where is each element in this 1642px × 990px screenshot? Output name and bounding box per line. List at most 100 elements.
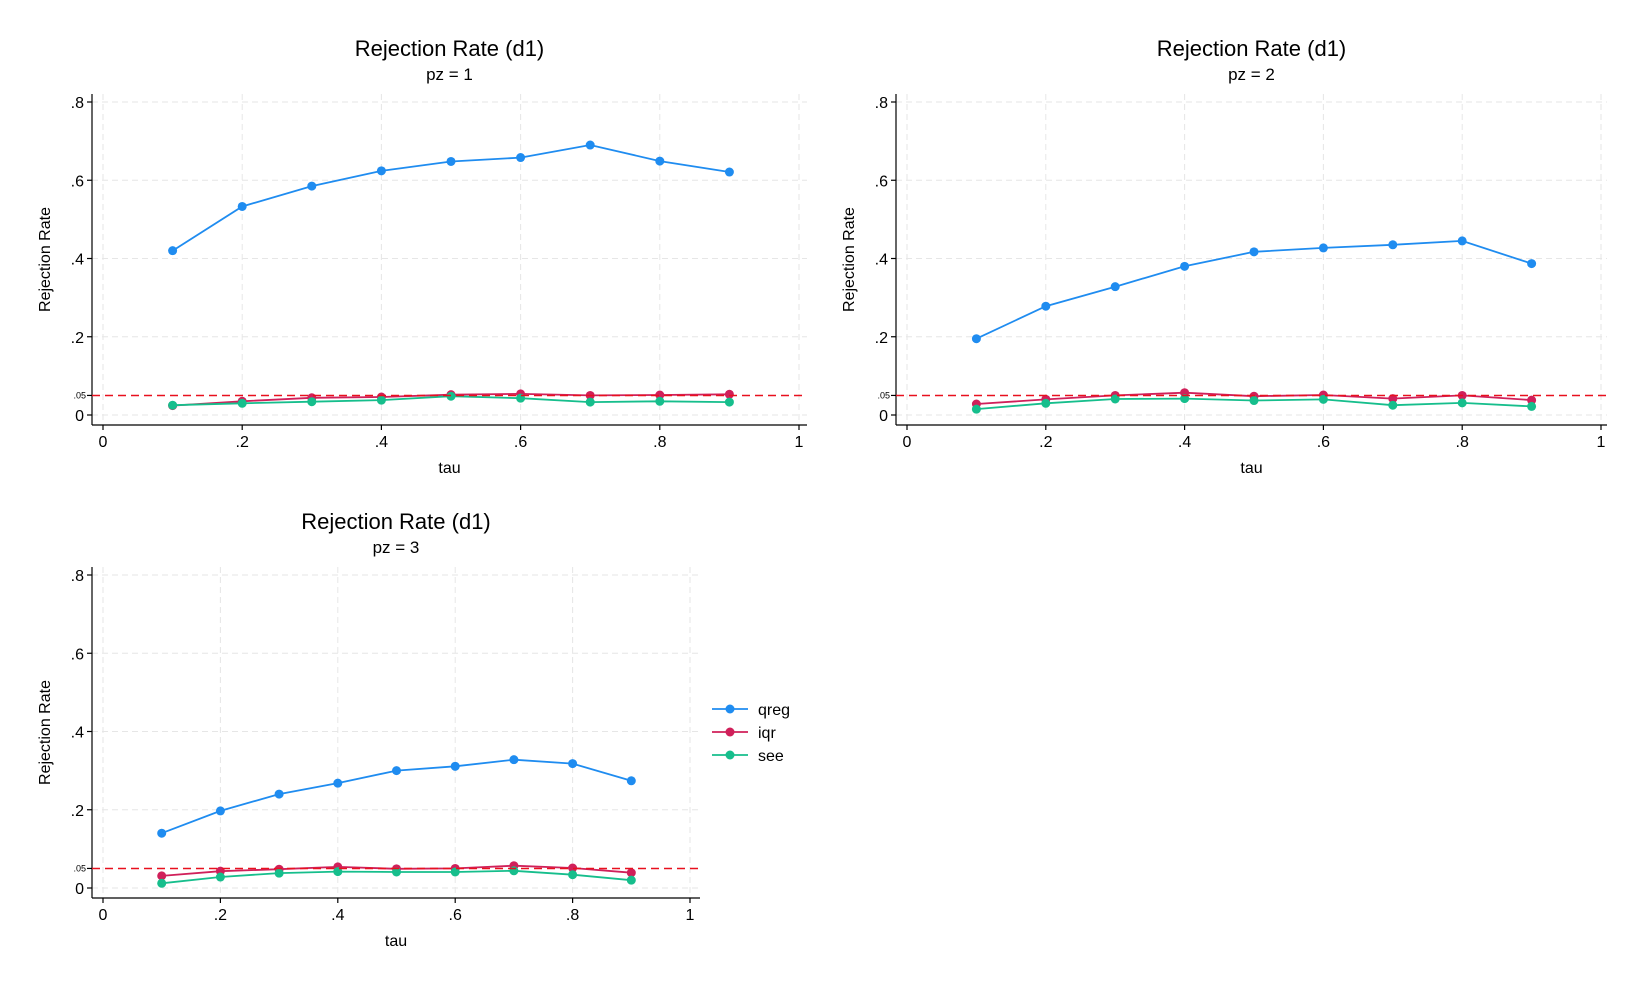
data-point-qreg (1388, 240, 1398, 250)
y-tick-label: .6 (875, 173, 888, 190)
x-tick-label: 1 (795, 434, 804, 451)
data-point-qreg (1527, 259, 1537, 269)
legend-swatch-marker (725, 704, 735, 714)
data-point-see (971, 404, 981, 414)
data-point-see (168, 400, 178, 410)
data-point-qreg (1318, 243, 1328, 253)
chart-subtitle: pz = 3 (373, 538, 420, 557)
data-point-qreg (215, 806, 225, 816)
data-point-qreg (1457, 236, 1467, 246)
y-tick-label: .8 (71, 95, 84, 112)
data-point-qreg (446, 156, 456, 166)
data-point-qreg (168, 246, 178, 256)
data-point-see (1388, 400, 1398, 410)
x-tick-label: .2 (214, 907, 227, 924)
data-point-qreg (655, 156, 665, 166)
data-point-see (1318, 394, 1328, 404)
data-point-qreg (274, 789, 284, 799)
chart-title: Rejection Rate (d1) (1157, 36, 1347, 61)
y-tick-label: .8 (71, 568, 84, 585)
y-tick-label: 0 (879, 408, 888, 425)
chart-title: Rejection Rate (d1) (355, 36, 545, 61)
x-tick-label: .6 (514, 434, 527, 451)
data-point-qreg (724, 167, 734, 177)
data-point-qreg (450, 761, 460, 771)
data-point-see (1110, 394, 1120, 404)
data-point-see (215, 872, 225, 882)
data-point-see (392, 867, 401, 877)
data-point-qreg (516, 153, 526, 163)
data-point-iqr (724, 389, 734, 399)
y-tick-label-ref: .05 (877, 390, 890, 400)
x-tick-label: .6 (1317, 434, 1330, 451)
data-point-qreg (585, 140, 595, 150)
y-tick-label-ref: .05 (73, 863, 86, 873)
chart-subtitle: pz = 2 (1228, 65, 1275, 84)
data-point-iqr (157, 871, 167, 881)
data-point-iqr (1527, 395, 1537, 405)
x-axis-title: tau (1240, 460, 1262, 477)
x-tick-label: 0 (99, 434, 108, 451)
data-point-see (376, 395, 386, 405)
data-point-see (1041, 398, 1051, 408)
data-point-qreg (1249, 247, 1259, 257)
chart-subtitle: pz = 1 (426, 65, 473, 84)
x-axis-title: tau (438, 460, 460, 477)
y-tick-label-ref: .05 (73, 390, 86, 400)
data-point-see (333, 867, 343, 877)
data-point-see (724, 397, 734, 407)
data-point-qreg (237, 201, 247, 211)
data-point-see (450, 867, 460, 877)
legend-label: qreg (758, 702, 790, 719)
legend-label: see (758, 748, 784, 765)
x-tick-label: .4 (1178, 434, 1191, 451)
y-tick-label: .4 (71, 725, 84, 742)
x-tick-label: 1 (686, 907, 695, 924)
data-point-qreg (1110, 282, 1120, 292)
data-point-see (446, 391, 456, 401)
data-point-qreg (333, 778, 343, 788)
data-point-see (509, 866, 519, 876)
y-axis-title: Rejection Rate (37, 680, 54, 785)
legend: qreg iqr see (712, 702, 790, 765)
legend-label: iqr (758, 725, 776, 742)
x-tick-label: .2 (236, 434, 249, 451)
data-point-iqr (626, 868, 636, 878)
chart-panel-3: Rejection Rate (d1) pz = 3 .8 .6 .4 .2 0 .05 0 .2… (37, 509, 700, 950)
y-tick-label: .4 (875, 252, 888, 269)
x-tick-label: 1 (1597, 434, 1606, 451)
y-tick-label: 0 (75, 881, 84, 898)
data-point-see (157, 878, 167, 888)
x-tick-label: .4 (331, 907, 344, 924)
data-point-see (307, 397, 317, 407)
data-point-qreg (157, 828, 167, 838)
data-point-see (655, 396, 665, 406)
data-point-qreg (376, 166, 386, 176)
y-axis-title: Rejection Rate (37, 207, 54, 312)
y-tick-label: .6 (71, 173, 84, 190)
data-point-qreg (392, 766, 401, 776)
data-point-iqr (1388, 394, 1398, 404)
data-point-see (1457, 398, 1467, 408)
chart-title: Rejection Rate (d1) (301, 509, 491, 534)
y-tick-label: .2 (875, 330, 888, 347)
data-point-qreg (626, 776, 636, 786)
data-point-iqr (568, 863, 578, 873)
chart-panel-2: Rejection Rate (d1) pz = 2 .8 .6 .4 .2 0 .05 0 .2… (841, 36, 1607, 477)
x-tick-label: .8 (1456, 434, 1469, 451)
data-point-qreg (1041, 301, 1051, 311)
x-tick-label: 0 (903, 434, 912, 451)
data-point-qreg (509, 755, 519, 765)
legend-swatch-marker (725, 750, 735, 760)
y-tick-label: .6 (71, 646, 84, 663)
data-point-qreg (568, 759, 578, 769)
y-axis-title: Rejection Rate (841, 207, 858, 312)
data-point-see (274, 868, 284, 878)
y-tick-label: .4 (71, 252, 84, 269)
y-tick-label: .2 (71, 330, 84, 347)
legend-swatch-marker (725, 727, 735, 737)
x-tick-label: .8 (566, 907, 579, 924)
data-point-qreg (1180, 261, 1190, 271)
y-tick-label: .8 (875, 95, 888, 112)
x-tick-label: .6 (449, 907, 462, 924)
